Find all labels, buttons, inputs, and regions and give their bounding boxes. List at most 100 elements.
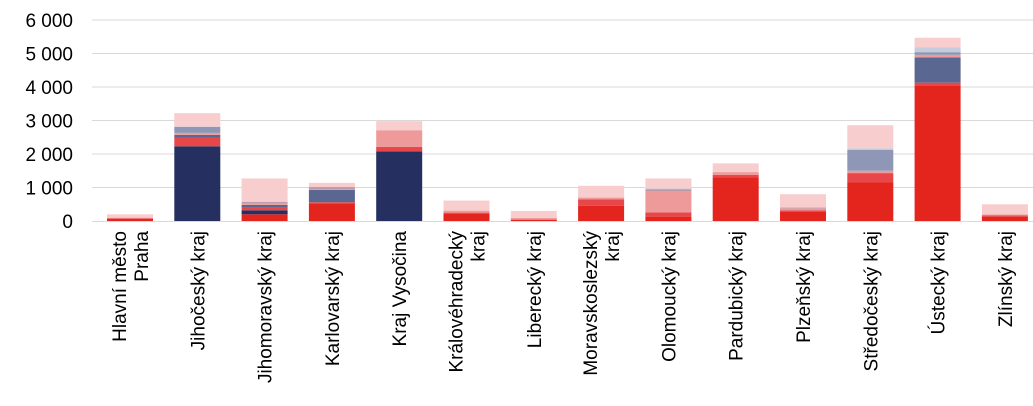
bar-segment — [308, 203, 355, 221]
bar-segment — [308, 188, 355, 190]
bar-segment — [780, 207, 826, 209]
bar-segment — [241, 204, 288, 208]
bar-stack — [308, 182, 355, 221]
x-tick-label: Středočeský kraj — [861, 231, 882, 371]
x-tick-label: Moravskoslezskýkraj — [581, 231, 624, 376]
x-tick-label-line: Středočeský kraj — [861, 231, 882, 371]
bar-segment — [914, 54, 961, 58]
bars — [107, 37, 1028, 221]
bar-segment — [780, 194, 826, 208]
bar-stack — [847, 125, 894, 221]
x-tick-label: Kraj Vysočina — [390, 231, 411, 347]
bar-segment — [510, 210, 557, 218]
bar-segment — [241, 178, 288, 202]
bar-segment — [847, 182, 894, 221]
x-tick-label: Plzeňský kraj — [794, 231, 815, 343]
x-tick-label: Liberecký kraj — [525, 231, 546, 348]
bar-stack — [376, 121, 423, 221]
bar-segment — [712, 177, 759, 221]
x-tick-label-line: Plzeňský kraj — [794, 231, 815, 343]
x-tick-label: Karlovarský kraj — [323, 231, 344, 366]
bar-segment — [780, 210, 826, 212]
bar-segment — [847, 173, 894, 183]
bar-segment — [107, 218, 153, 219]
bar-segment — [107, 217, 153, 219]
x-tick-label: Zlínský kraj — [996, 231, 1017, 327]
x-tick-label: Pardubický kraj — [727, 231, 748, 361]
bar-segment — [914, 47, 961, 53]
bar-segment — [241, 214, 288, 221]
bar-segment — [981, 215, 1028, 217]
bar-stack — [510, 210, 557, 221]
bar-segment — [645, 189, 692, 191]
bar-stack — [712, 163, 759, 221]
bar-stack — [780, 194, 826, 221]
bar-stack — [578, 185, 625, 221]
bar-segment — [981, 204, 1028, 215]
x-tick-label-line: Praha — [132, 231, 153, 282]
bar-segment — [174, 134, 221, 138]
bar-segment — [443, 212, 490, 214]
bar-segment — [712, 163, 759, 173]
bar-segment — [443, 200, 490, 211]
bar-segment — [981, 216, 1028, 221]
bar-segment — [914, 52, 961, 55]
bar-segment — [578, 199, 625, 206]
bar-segment — [107, 214, 153, 218]
bar-segment — [241, 207, 288, 211]
bar-segment — [174, 132, 221, 135]
bar-segment — [308, 182, 355, 188]
bar-segment — [914, 82, 961, 86]
bar-stack — [981, 204, 1028, 221]
y-tick-label: 3 000 — [25, 112, 73, 133]
bar-segment — [578, 205, 625, 221]
bar-segment — [645, 178, 692, 189]
bar-segment — [645, 190, 692, 213]
bar-segment — [847, 149, 894, 171]
bar-segment — [107, 218, 153, 221]
bar-segment — [376, 146, 423, 152]
x-tick-label: Olomoucký kraj — [659, 231, 680, 362]
x-tick-label-line: Jihomoravský kraj — [256, 231, 277, 383]
x-tick-label: Ústecký kraj — [928, 231, 950, 334]
bar-segment — [308, 187, 355, 189]
x-tick-label-line: Ústecký kraj — [928, 231, 950, 334]
bar-segment — [376, 121, 423, 131]
bar-segment — [914, 85, 961, 221]
bar-segment — [443, 210, 490, 213]
y-tick-label: 5 000 — [25, 45, 73, 66]
bar-segment — [914, 57, 961, 83]
bar-segment — [578, 185, 625, 198]
bar-segment — [174, 146, 221, 221]
bar-segment — [712, 174, 759, 178]
x-tick-label-line: Jihočeský kraj — [188, 231, 209, 350]
x-tick-label: Jihomoravský kraj — [256, 231, 277, 383]
bar-stack — [914, 37, 961, 221]
bar-segment — [443, 213, 490, 221]
bar-segment — [376, 130, 423, 147]
x-tick-label-line: Olomoucký kraj — [659, 231, 680, 362]
x-tick-label-line: Karlovarský kraj — [323, 231, 344, 366]
bar-segment — [645, 212, 692, 217]
bar-segment — [241, 202, 288, 205]
bar-stack — [241, 178, 288, 221]
x-tick-label: Jihočeský kraj — [188, 231, 209, 350]
bar-segment — [174, 113, 221, 127]
bar-segment — [174, 126, 221, 133]
bar-segment — [510, 217, 557, 220]
bar-stack — [107, 214, 153, 221]
bar-stack — [174, 113, 221, 221]
bar-segment — [780, 211, 826, 221]
bar-segment — [174, 137, 221, 147]
bar-segment — [847, 125, 894, 149]
y-tick-label: 2 000 — [25, 145, 73, 166]
bar-segment — [981, 214, 1028, 216]
y-tick-label: 6 000 — [25, 11, 73, 32]
bar-segment — [376, 151, 423, 221]
bar-segment — [780, 208, 826, 211]
bar-segment — [645, 188, 692, 190]
x-tick-label-line: Královéhradecký — [447, 231, 468, 373]
bar-segment — [308, 189, 355, 203]
bar-segment — [712, 172, 759, 175]
